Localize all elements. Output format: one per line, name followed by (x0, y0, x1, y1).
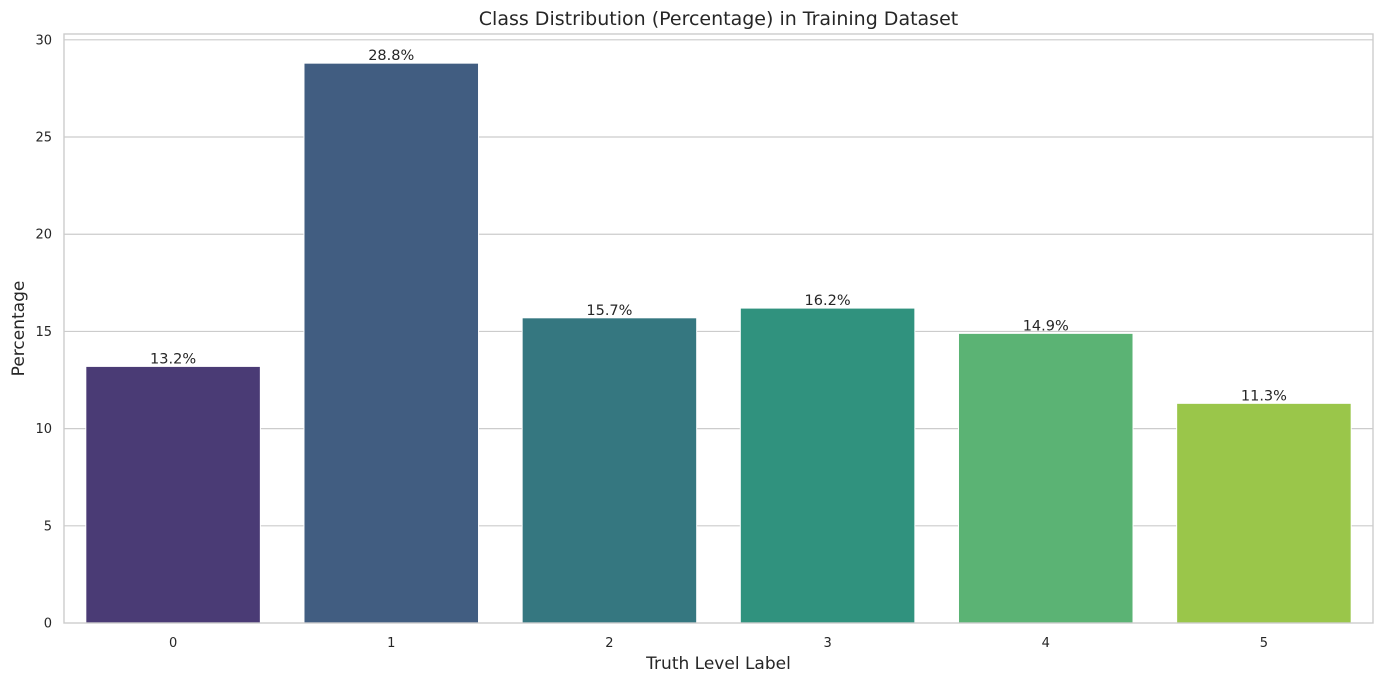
bar-1 (303, 62, 480, 624)
grid-layer (64, 39, 1373, 527)
data-label-4: 14.9% (1023, 318, 1069, 334)
x-tick-label: 3 (823, 636, 831, 651)
data-label-1: 28.8% (368, 48, 414, 64)
data-label-0: 13.2% (150, 351, 196, 367)
data-label-2: 15.7% (586, 303, 632, 319)
y-tick-label: 5 (44, 519, 52, 534)
bar-3 (739, 307, 916, 624)
y-tick-label: 20 (35, 228, 52, 243)
x-tick-label: 2 (605, 636, 613, 651)
x-axis-label: Truth Level Label (645, 654, 791, 674)
y-tick-label: 0 (44, 617, 52, 632)
bar-2 (521, 317, 698, 624)
bar-5 (1176, 402, 1352, 624)
y-tick-label: 25 (35, 131, 52, 146)
bar-0 (85, 365, 261, 624)
data-label-5: 11.3% (1241, 388, 1287, 404)
data-label-3: 16.2% (805, 293, 851, 309)
y-tick-label: 10 (35, 422, 52, 437)
chart-title: Class Distribution (Percentage) in Train… (479, 8, 958, 30)
bar-4 (957, 332, 1134, 624)
x-tick-label: 1 (387, 636, 395, 651)
bar-layer (85, 62, 1352, 624)
x-tick-label: 0 (169, 636, 177, 651)
plot-frame (63, 33, 1374, 624)
y-axis-label: Percentage (9, 281, 29, 377)
tick-layer: 0 5 10 15 20 25 30 0 1 2 3 4 5 (35, 33, 1268, 651)
x-tick-label: 4 (1042, 636, 1050, 651)
y-tick-label: 30 (35, 33, 52, 48)
y-tick-label: 15 (35, 325, 52, 340)
x-tick-label: 5 (1260, 636, 1268, 651)
label-layer: 13.2% 28.8% 15.7% 16.2% 14.9% 11.3% (150, 48, 1287, 404)
